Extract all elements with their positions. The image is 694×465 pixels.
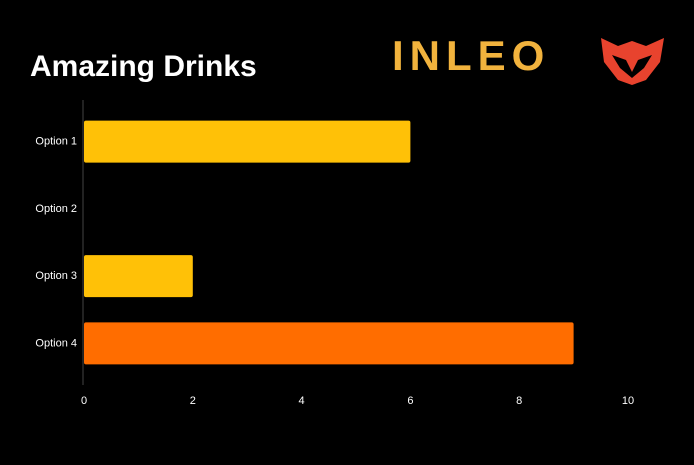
bar <box>84 255 193 298</box>
x-tick-label: 10 <box>622 395 634 407</box>
y-tick-label: Option 4 <box>35 337 77 349</box>
y-tick-label: Option 3 <box>35 270 77 282</box>
x-tick-label: 0 <box>81 395 87 407</box>
logo-icon <box>601 38 664 85</box>
logo-text: INLEO <box>392 32 550 79</box>
x-tick-label: 4 <box>299 395 305 407</box>
x-tick-label: 2 <box>190 395 196 407</box>
y-tick-label: Option 1 <box>35 136 77 148</box>
x-tick-label: 8 <box>516 395 522 407</box>
bar <box>84 322 574 365</box>
y-tick-label: Option 2 <box>35 203 77 215</box>
bar <box>84 120 411 163</box>
x-tick-label: 6 <box>407 395 413 407</box>
chart-title: Amazing Drinks <box>30 50 257 83</box>
